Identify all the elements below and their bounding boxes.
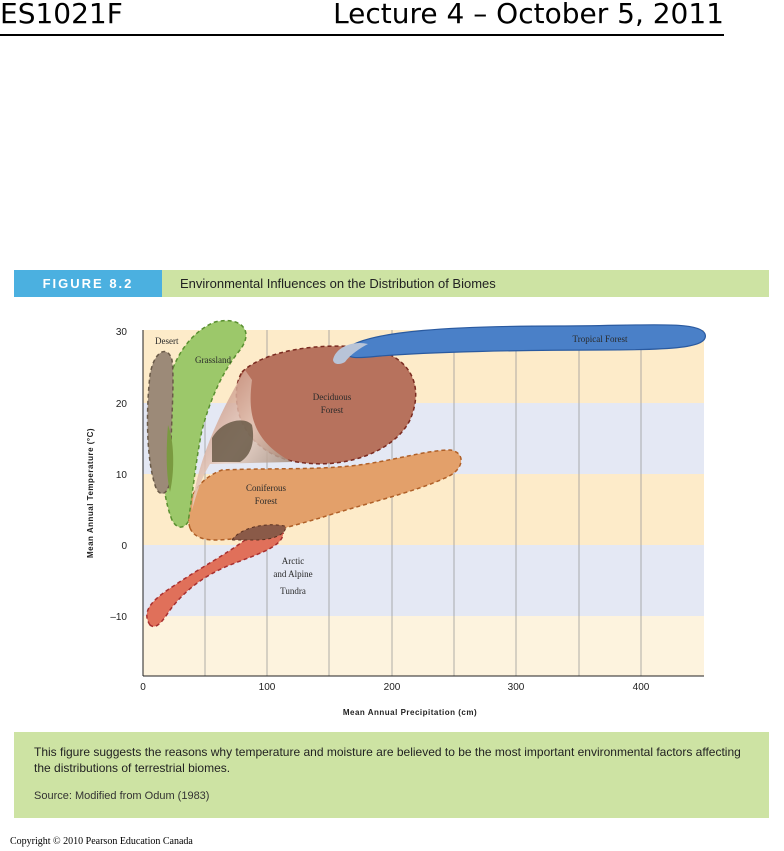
label-deciduous-2: Forest bbox=[321, 405, 344, 415]
tropical-region bbox=[344, 324, 706, 359]
slide-header: ES1021F Lecture 4 – October 5, 2011 bbox=[0, 0, 724, 36]
copyright-notice: Copyright © 2010 Pearson Education Canad… bbox=[10, 836, 193, 847]
tundra-overlap bbox=[231, 524, 286, 541]
grassland-region bbox=[161, 319, 247, 528]
caption-text: This figure suggests the reasons why tem… bbox=[34, 745, 741, 775]
x-tick-100: 100 bbox=[259, 682, 276, 693]
caption-source: Source: Modified from Odum (1983) bbox=[34, 790, 210, 802]
figure-title: Environmental Influences on the Distribu… bbox=[180, 276, 496, 291]
label-tropical: Tropical Forest bbox=[573, 334, 628, 344]
label-deciduous-1: Deciduous bbox=[313, 392, 352, 402]
label-coniferous-1: Coniferous bbox=[246, 483, 286, 493]
label-coniferous-2: Forest bbox=[255, 496, 278, 506]
grassland-deciduous-overlap bbox=[212, 420, 254, 462]
y-tick-30: 30 bbox=[116, 327, 128, 338]
label-tundra-3: Tundra bbox=[280, 586, 306, 596]
tropical-tail bbox=[333, 342, 368, 365]
temperature-bands bbox=[143, 330, 704, 676]
x-tick-0: 0 bbox=[140, 682, 146, 693]
x-tick-200: 200 bbox=[384, 682, 401, 693]
figure-title-bar: FIGURE 8.2 Environmental Influences on t… bbox=[14, 270, 769, 297]
x-axis-title: Mean Annual Precipitation (cm) bbox=[343, 708, 477, 717]
tundra-region bbox=[146, 528, 284, 628]
lecture-title: Lecture 4 – October 5, 2011 bbox=[333, 0, 724, 30]
y-tick-0: 0 bbox=[121, 541, 127, 552]
axes bbox=[142, 330, 704, 677]
x-tick-300: 300 bbox=[508, 682, 525, 693]
label-grassland: Grassland bbox=[195, 355, 231, 365]
caption-box: This figure suggests the reasons why tem… bbox=[14, 732, 769, 818]
label-desert: Desert bbox=[155, 336, 179, 346]
x-tick-400: 400 bbox=[633, 682, 650, 693]
figure-number: FIGURE 8.2 bbox=[14, 270, 162, 297]
band-below-minus10 bbox=[143, 616, 704, 676]
label-tundra-2: and Alpine bbox=[273, 569, 312, 579]
desert-grassland-overlap bbox=[166, 425, 174, 492]
y-tick-minus10: –10 bbox=[110, 612, 127, 623]
label-tundra-1: Arctic bbox=[282, 556, 305, 566]
y-tick-20: 20 bbox=[116, 399, 128, 410]
biome-diagram: 30 20 10 0 –10 0 100 200 300 400 Mean An… bbox=[86, 319, 706, 717]
y-tick-10: 10 bbox=[116, 470, 128, 481]
y-axis-title: Mean Annual Temperature (°C) bbox=[86, 428, 95, 558]
course-code: ES1021F bbox=[0, 0, 123, 30]
